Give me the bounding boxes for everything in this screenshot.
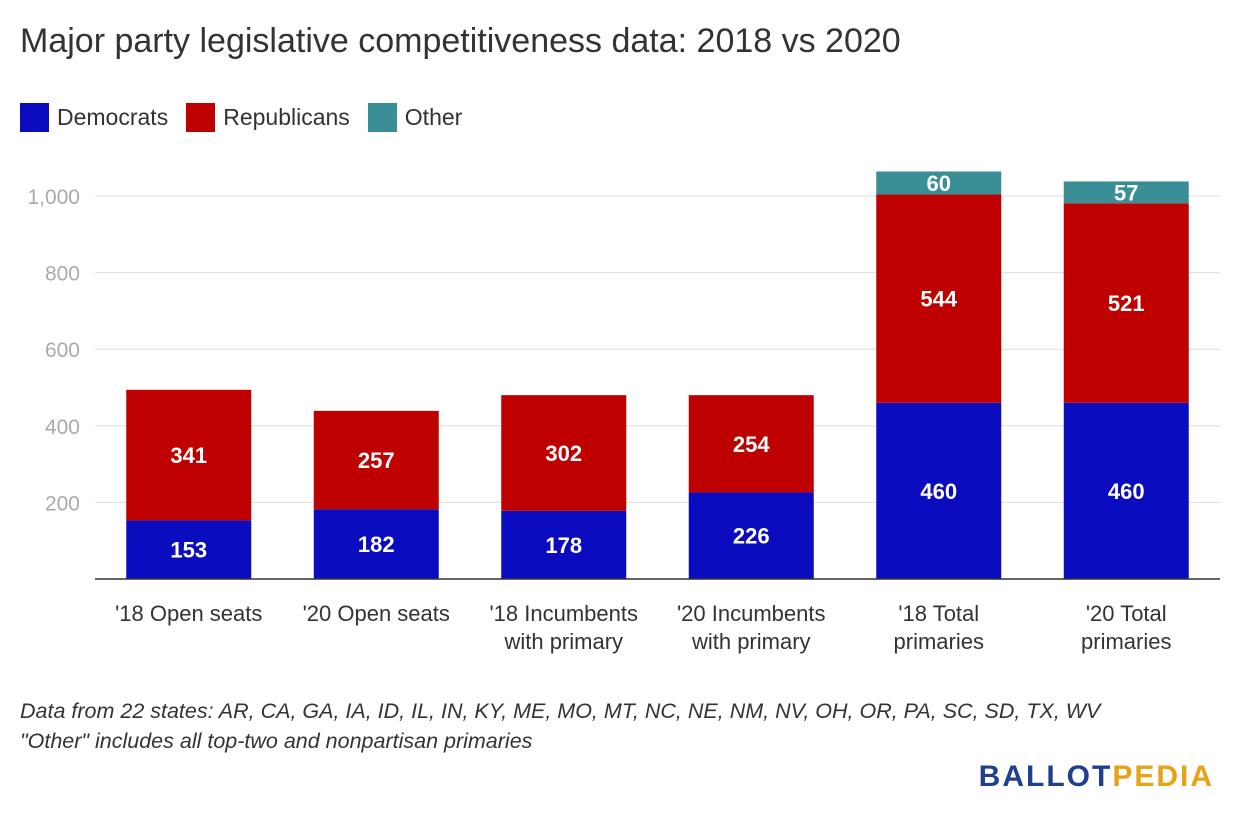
- data-label-democrats: 178: [545, 533, 582, 558]
- legend-label-republicans: Republicans: [223, 104, 350, 130]
- bar-democrats: [313, 509, 439, 579]
- legend-item-democrats: Democrats: [20, 103, 168, 132]
- legend-swatch-other: [367, 103, 397, 132]
- x-tick-label-line: '20 Incumbents: [677, 601, 826, 626]
- bar-republicans: [313, 410, 439, 510]
- bar-republicans: [126, 389, 252, 521]
- chart-title: Major party legislative competitiveness …: [20, 22, 901, 60]
- x-tick-label-line: '18 Open seats: [115, 601, 262, 626]
- x-tick-label-line: primaries: [894, 629, 984, 654]
- data-label-democrats: 226: [733, 524, 770, 549]
- x-tick-label: '18 Total primaries: [894, 601, 984, 654]
- bar-republicans: [876, 194, 1002, 403]
- y-tick-label: 600: [45, 339, 80, 362]
- legend-label-democrats: Democrats: [57, 104, 169, 130]
- x-tick-label: '18 Incumbents with primary: [489, 601, 638, 654]
- data-label-republicans: 544: [920, 287, 957, 312]
- data-label-democrats: 153: [170, 538, 207, 563]
- footnote: Data from 22 states: AR, CA, GA, IA, ID,…: [20, 696, 1100, 756]
- bar-democrats: [876, 402, 1002, 579]
- data-label-republicans: 341: [170, 443, 207, 468]
- x-tick-label-line: with primary: [503, 629, 623, 654]
- x-tick-label: '20 Open seats: [303, 601, 450, 626]
- x-tick-label-line: '18 Incumbents: [489, 601, 638, 626]
- x-tick-label-line: '18 Total: [898, 601, 979, 626]
- data-label-democrats: 460: [1108, 479, 1145, 504]
- x-tick-label-line: '20 Open seats: [303, 601, 450, 626]
- logo-part-pedia: PEDIA: [1112, 760, 1214, 793]
- bar-democrats: [1063, 402, 1189, 579]
- data-label-republicans: 521: [1108, 291, 1145, 316]
- y-tick-label: 800: [45, 263, 80, 286]
- bar-republicans: [1063, 203, 1189, 403]
- x-tick-label-line: with primary: [691, 629, 811, 654]
- legend-swatch-republicans: [186, 103, 216, 132]
- bar-democrats: [501, 510, 627, 579]
- legend-item-other: Other: [367, 103, 463, 132]
- bar-democrats: [126, 520, 252, 579]
- y-tick-label: 1,000: [27, 186, 80, 209]
- x-tick-label: '20 Incumbents with primary: [677, 601, 826, 654]
- y-tick-label: 400: [45, 416, 80, 439]
- x-tick-label-line: '20 Total: [1086, 601, 1167, 626]
- ballotpedia-logo: BALLOTPEDIA: [979, 760, 1214, 794]
- data-label-democrats: 182: [358, 532, 395, 557]
- stacked-bar-chart: 200 400 600 800 1,000 153 341 '18 Open seats 182…: [27, 171, 1220, 654]
- bar-democrats: [688, 492, 814, 579]
- data-label-other: 57: [1114, 180, 1138, 205]
- x-tick-label: '20 Total primaries: [1081, 601, 1171, 654]
- legend-item-republicans: Republicans: [186, 103, 350, 132]
- data-label-democrats: 460: [920, 479, 957, 504]
- footnote-other-note: "Other" includes all top-two and nonpart…: [20, 729, 533, 753]
- bar-republicans: [688, 395, 814, 493]
- legend-swatch-democrats: [20, 103, 49, 132]
- data-label-republicans: 257: [358, 448, 395, 473]
- data-label-other: 60: [927, 171, 951, 196]
- data-label-republicans: 254: [733, 432, 770, 457]
- legend-label-other: Other: [404, 104, 463, 130]
- logo-part-ballot: BALLOT: [978, 760, 1113, 793]
- chart-legend: Democrats Republicans Other: [20, 103, 480, 132]
- bar-other: [1063, 181, 1189, 204]
- y-tick-label: 200: [45, 492, 80, 515]
- x-tick-label: '18 Open seats: [115, 601, 262, 626]
- x-tick-label-line: primaries: [1081, 629, 1171, 654]
- bar-republicans: [501, 395, 627, 511]
- bar-other: [876, 171, 1002, 195]
- data-label-republicans: 302: [545, 441, 582, 466]
- footnote-states: Data from 22 states: AR, CA, GA, IA, ID,…: [20, 699, 1101, 723]
